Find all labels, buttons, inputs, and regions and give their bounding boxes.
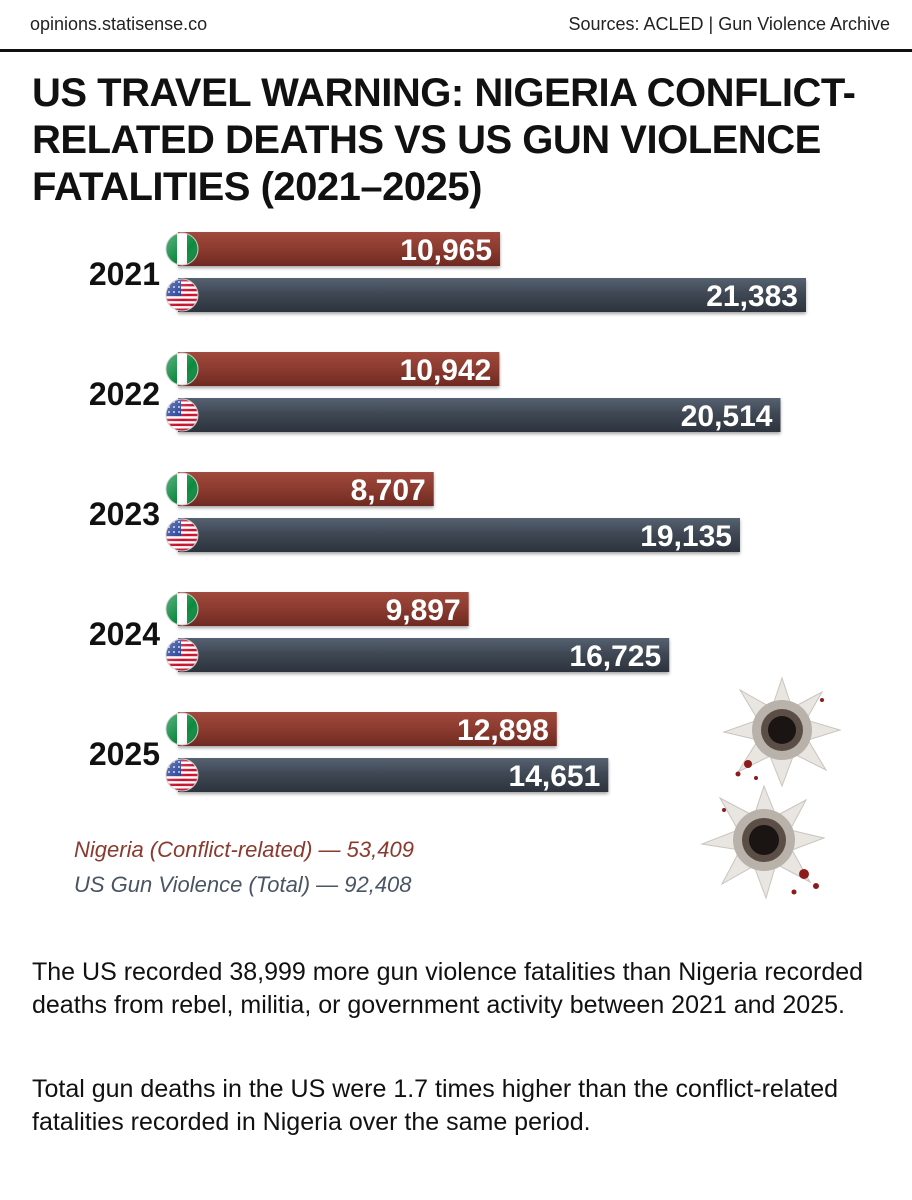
sources-note: Sources: ACLED | Gun Violence Archive (568, 14, 890, 34)
year-label: 2024 (89, 616, 160, 652)
summary-paragraph-2: Total gun deaths in the US were 1.7 time… (32, 1075, 839, 1136)
us-value-label: 21,383 (706, 280, 798, 313)
nigeria-value-label: 8,707 (351, 474, 426, 507)
chart-title: US TRAVEL WARNING: NIGERIA CONFLICT-RELA… (32, 71, 856, 209)
us-flag-icon (165, 278, 199, 312)
us-value-label: 20,514 (681, 400, 773, 433)
nigeria-flag-icon (165, 712, 199, 746)
nigeria-flag-icon (165, 232, 199, 266)
us-bar (178, 638, 670, 672)
us-value-label: 16,725 (569, 640, 661, 673)
us-value-label: 14,651 (509, 760, 601, 793)
summary-paragraph-1: The US recorded 38,999 more gun violence… (32, 958, 864, 1019)
us-bar (178, 398, 781, 432)
nigeria-flag-icon (165, 592, 199, 626)
bullet-hole-icon (722, 676, 842, 788)
us-flag-icon (165, 518, 199, 552)
us-flag-icon (165, 758, 199, 792)
us-flag-icon (165, 398, 199, 432)
nigeria-bar (178, 592, 469, 626)
year-label: 2025 (89, 736, 160, 772)
nigeria-value-label: 9,897 (386, 594, 461, 627)
nigeria-bar (178, 472, 434, 506)
nigeria-bar (178, 712, 557, 746)
year-label: 2023 (89, 496, 160, 532)
us-value-label: 19,135 (640, 520, 732, 553)
year-label: 2021 (89, 256, 160, 292)
nigeria-bar (178, 352, 500, 386)
nigeria-value-label: 10,942 (400, 354, 492, 387)
us-bar (178, 758, 609, 792)
us-flag-icon (165, 638, 199, 672)
nigeria-value-label: 10,965 (400, 234, 492, 267)
site-url: opinions.statisense.co (30, 14, 208, 34)
nigeria-flag-icon (165, 472, 199, 506)
nigeria-bar (178, 232, 501, 266)
top-bar: opinions.statisense.co Sources: ACLED | … (0, 0, 912, 52)
bullet-hole-icon (700, 784, 826, 900)
us-bar (178, 278, 806, 312)
legend-us: US Gun Violence (Total) — 92,408 (74, 872, 412, 897)
legend-nigeria: Nigeria (Conflict-related) — 53,409 (74, 837, 414, 862)
bullet-holes-decoration (700, 676, 842, 900)
nigeria-value-label: 12,898 (457, 714, 549, 747)
nigeria-flag-icon (165, 352, 199, 386)
bar-chart: 2021 10,965 21,383 2022 10,942 20,514 2023 8,70… (89, 232, 806, 793)
us-bar (178, 518, 740, 552)
year-label: 2022 (89, 376, 160, 412)
